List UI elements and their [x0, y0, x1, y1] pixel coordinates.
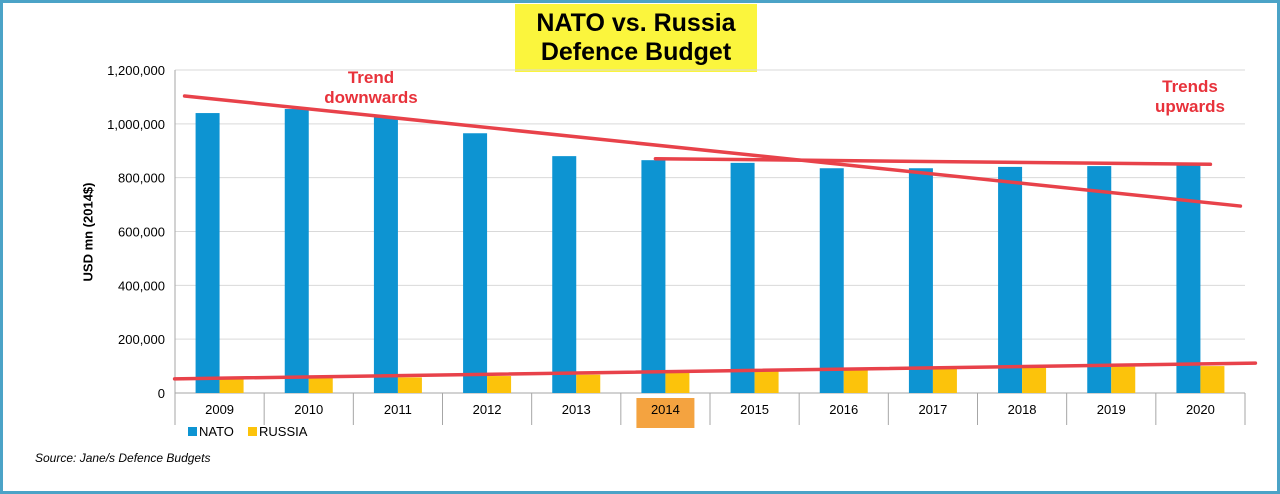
x-tick-label: 2018	[1008, 402, 1037, 417]
trend-annotation: upwards	[1155, 97, 1225, 116]
x-tick-label: 2017	[918, 402, 947, 417]
bar-russia	[1111, 366, 1136, 393]
bar-nato	[819, 168, 844, 393]
bar-nato	[195, 113, 220, 394]
trend-annotation: Trend	[348, 68, 394, 87]
bar-russia	[487, 376, 512, 393]
x-tick-label: 2011	[384, 402, 412, 417]
y-tick-label: 200,000	[118, 332, 165, 347]
bar-russia	[219, 378, 244, 393]
y-tick-label: 1,200,000	[107, 63, 165, 78]
trend-annotation: downwards	[324, 88, 418, 107]
bar-russia	[1200, 366, 1225, 393]
bar-nato	[998, 166, 1023, 393]
legend-label-russia: RUSSIA	[259, 424, 308, 439]
bar-nato	[463, 133, 488, 394]
bar-nato	[730, 162, 755, 393]
bar-nato	[552, 156, 577, 393]
trend-annotation: Trends	[1162, 77, 1218, 96]
x-tick-label: 2009	[205, 402, 234, 417]
bar-russia	[932, 368, 957, 393]
legend-label-nato: NATO	[199, 424, 234, 439]
chart-title-line-2: Defence Budget	[540, 38, 732, 66]
trend-line	[182, 94, 1243, 208]
legend-swatch-russia	[248, 427, 257, 436]
chart-title: NATO vs. Russia Defence Budget	[515, 4, 757, 72]
y-tick-label: 0	[158, 386, 165, 401]
bar-russia	[1022, 367, 1047, 393]
bar-nato	[1087, 166, 1112, 393]
x-tick-label: 2013	[562, 402, 591, 417]
bar-russia	[843, 369, 868, 393]
source-note: Source: Jane/s Defence Budgets	[35, 451, 211, 465]
y-tick-label: 400,000	[118, 278, 165, 293]
x-tick-label: 2015	[740, 402, 769, 417]
x-tick-label: 2014	[651, 402, 680, 417]
bar-russia	[308, 377, 333, 393]
x-tick-label: 2019	[1097, 402, 1126, 417]
x-tick-label: 2020	[1186, 402, 1215, 417]
y-tick-label: 1,000,000	[107, 117, 165, 132]
bar-russia	[576, 374, 601, 393]
trend-line	[653, 156, 1213, 167]
bar-russia	[665, 372, 690, 393]
bar-russia	[754, 371, 779, 393]
bar-nato	[641, 160, 666, 393]
y-tick-label: 600,000	[118, 225, 165, 240]
bar-nato	[373, 117, 398, 394]
x-tick-label: 2010	[294, 402, 323, 417]
bar-russia	[397, 377, 422, 393]
bar-nato	[908, 168, 933, 393]
trend-line	[172, 361, 1258, 381]
chart-title-line-1: NATO vs. Russia	[536, 9, 736, 37]
x-tick-label: 2012	[473, 402, 502, 417]
y-tick-label: 800,000	[118, 171, 165, 186]
x-tick-highlight	[636, 398, 695, 428]
legend-swatch-nato	[188, 427, 197, 436]
x-tick-label: 2016	[829, 402, 858, 417]
bar-nato	[284, 109, 309, 393]
